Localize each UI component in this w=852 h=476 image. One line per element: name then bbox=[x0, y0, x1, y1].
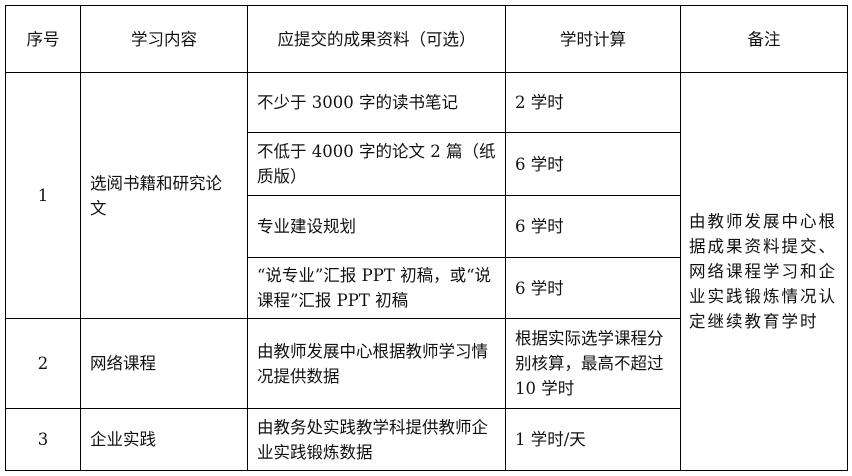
hours-cell: 6 学时 bbox=[505, 195, 681, 258]
table-row: 不低于 4000 字的论文 2 篇（纸质版） 6 学时 bbox=[6, 132, 848, 196]
training-hours-table: 序号 学习内容 应提交的成果资料（可选） 学时计算 备注 1 选阅书籍和研究论文… bbox=[5, 5, 848, 471]
row-content: 企业实践 bbox=[80, 408, 248, 471]
header-hours: 学时计算 bbox=[505, 5, 681, 73]
row-no: 1 bbox=[5, 72, 81, 319]
header-content: 学习内容 bbox=[80, 5, 248, 73]
material-cell: 由教师发展中心根据教师学习情况提供数据 bbox=[247, 318, 506, 409]
header-no: 序号 bbox=[5, 5, 81, 73]
row-no: 3 bbox=[5, 408, 81, 471]
table-row: 3 企业实践 由教务处实践教学科提供教师企业实践锻炼数据 1 学时/天 bbox=[5, 408, 848, 471]
header-materials: 应提交的成果资料（可选） bbox=[247, 5, 506, 73]
row-no: 2 bbox=[5, 318, 81, 409]
material-cell: 不少于 3000 字的读书笔记 bbox=[247, 72, 506, 133]
row-content: 网络课程 bbox=[80, 318, 248, 409]
hours-cell: 1 学时/天 bbox=[505, 408, 681, 471]
table-row: 1 选阅书籍和研究论文 不少于 3000 字的读书笔记 2 学时 由教师发展中心… bbox=[5, 72, 848, 471]
material-cell: 专业建设规划 bbox=[247, 195, 506, 258]
hours-cell: 2 学时 bbox=[505, 72, 681, 133]
hours-cell: 根据实际选学课程分别核算，最高不超过 10 学时 bbox=[505, 318, 681, 409]
table-row: 2 网络课程 由教师发展中心根据教师学习情况提供数据 根据实际选学课程分别核算，… bbox=[5, 318, 848, 409]
row-content: 选阅书籍和研究论文 bbox=[80, 72, 248, 319]
remark-cell: 由教师发展中心根据成果资料提交、网络课程学习和企业实践锻炼情况认定继续教育学时 bbox=[680, 72, 848, 471]
material-cell: 由教务处实践教学科提供教师企业实践锻炼数据 bbox=[247, 408, 506, 471]
header-remark: 备注 bbox=[680, 5, 848, 73]
material-cell: “说专业”汇报 PPT 初稿，或“说课程”汇报 PPT 初稿 bbox=[247, 257, 506, 319]
table-row: 专业建设规划 6 学时 bbox=[6, 195, 848, 258]
table-row: “说专业”汇报 PPT 初稿，或“说课程”汇报 PPT 初稿 6 学时 bbox=[6, 257, 848, 319]
header-row: 序号 学习内容 应提交的成果资料（可选） 学时计算 备注 bbox=[5, 5, 848, 73]
hours-cell: 6 学时 bbox=[505, 132, 681, 196]
material-cell: 不低于 4000 字的论文 2 篇（纸质版） bbox=[247, 132, 506, 196]
hours-cell: 6 学时 bbox=[505, 257, 681, 319]
